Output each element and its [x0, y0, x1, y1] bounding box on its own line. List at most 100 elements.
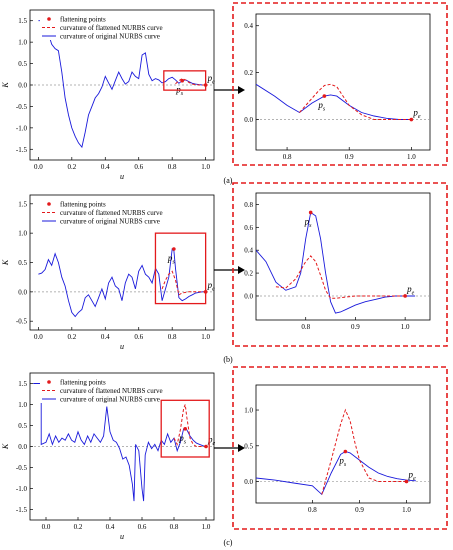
legend-label: curvature of flattened NURBS curve: [60, 24, 163, 32]
x-tick-label: 0.2: [74, 523, 83, 531]
point-label-sub: s: [309, 223, 312, 229]
x-tick-label: 0.8: [283, 153, 292, 161]
x-tick-label: 0.0: [34, 333, 43, 341]
point-label-main: p: [167, 253, 173, 263]
highlight-box: [163, 70, 207, 91]
y-tick-label: -0.5: [16, 318, 28, 326]
x-tick-label: 0.8: [170, 523, 179, 531]
legend-marker-points: [47, 380, 51, 384]
legend-label: flattening points: [60, 378, 106, 386]
point-label-sub: s: [323, 107, 326, 113]
zoom-arrow-head-1: [238, 266, 245, 274]
point-label-sub: s: [184, 439, 187, 445]
zoom-arrow-head-2: [238, 444, 245, 452]
highlight-box: [154, 232, 207, 305]
x-axis-label: u: [120, 172, 124, 181]
chart-b-full: 0.0 0.2 0.4 0.6 0.8 1.0-0.50.00.51.01.5uK pspe…: [1, 194, 216, 351]
point-label-sub: s: [344, 462, 347, 468]
y-tick-label: 0.2: [244, 69, 253, 77]
legend-marker-points: [47, 202, 51, 206]
y-tick-label: 0.4: [244, 22, 253, 30]
y-tick-label: 1.0: [244, 407, 253, 415]
legend-box: [40, 376, 158, 403]
flattening-point: [403, 294, 407, 298]
y-tick-label: 0.5: [244, 442, 253, 450]
point-label-main: p: [178, 433, 184, 443]
legend-label: curvature of flattened NURBS curve: [60, 387, 163, 395]
caption-b: (b): [223, 355, 233, 364]
legend-label: flattening points: [60, 200, 106, 208]
x-tick-label: 0.4: [101, 163, 110, 171]
point-label-ps: ps: [304, 216, 313, 229]
point-label-pe: pe: [207, 280, 216, 293]
series-original-curvature: [38, 247, 206, 318]
series-flattened-curvature: [173, 404, 206, 447]
point-label-main: p: [207, 280, 213, 290]
point-label-sub: s: [181, 91, 184, 97]
x-tick-label: 0.6: [138, 523, 147, 531]
y-tick-label: 0.5: [18, 422, 27, 430]
point-label-ps: ps: [317, 100, 326, 113]
point-label-sub: e: [413, 476, 416, 482]
y-tick-label: 1.0: [18, 39, 27, 47]
point-label-pe: pe: [207, 435, 216, 448]
point-label-sub: e: [212, 80, 215, 86]
zoom-frame: [232, 182, 448, 347]
x-tick-label: 0.2: [67, 163, 76, 171]
point-label-main: p: [406, 284, 412, 294]
y-tick-label: 1.5: [18, 17, 27, 25]
caption-a: (a): [224, 176, 233, 185]
series-flattened-curvature: [175, 78, 206, 86]
y-tick-label: 1.5: [18, 380, 27, 388]
point-label-ps: ps: [178, 433, 187, 446]
point-label-ps: ps: [175, 85, 184, 98]
flattening-point: [343, 449, 348, 454]
x-tick-label: 0.6: [134, 163, 143, 171]
y-tick-label: -0.5: [16, 464, 28, 472]
y-tick-label: -1.0: [16, 485, 28, 493]
series-original-curvature: [256, 211, 416, 314]
x-tick-label: 0.8: [168, 333, 177, 341]
x-tick-label: 0.8: [301, 323, 310, 331]
flattening-point: [322, 94, 327, 98]
flattening-point: [204, 444, 208, 449]
flattening-point: [404, 479, 409, 484]
x-tick-label: 1.0: [402, 506, 411, 514]
y-tick-label: -1.5: [16, 506, 28, 514]
x-tick-label: 0.6: [134, 333, 143, 341]
point-label-sub: e: [212, 286, 215, 292]
y-tick-label: 1.0: [18, 401, 27, 409]
x-tick-label: 1.0: [202, 523, 211, 531]
y-tick-label: 0.5: [18, 60, 27, 68]
point-label-pe: pe: [412, 108, 421, 121]
point-label-pe: pe: [207, 73, 216, 86]
x-tick-label: 0.2: [67, 333, 76, 341]
x-tick-label: 0.8: [308, 506, 317, 514]
point-label-main: p: [407, 470, 413, 480]
y-tick-label: 0.0: [244, 478, 253, 486]
y-tick-label: 0.5: [18, 259, 27, 267]
y-tick-label: 0.0: [244, 116, 253, 124]
chart-c-full: 0.0 0.2 0.4 0.6 0.8 1.0 -1.5 -1.0 -0.5 0.0 0.5 1.0 1…: [1, 372, 216, 541]
y-tick-label: 1.0: [18, 230, 27, 238]
legend-label: flattening points: [60, 15, 106, 23]
legend-label: curvature of original NURBS curve: [60, 395, 160, 403]
x-tick-label: 0.8: [168, 163, 177, 171]
y-tick-label: 0.0: [18, 443, 27, 451]
x-tick-label: 0.9: [345, 153, 354, 161]
plot-area: [255, 13, 431, 151]
y-tick-label: 0.0: [244, 292, 253, 300]
point-label-sub: e: [412, 290, 415, 296]
flattening-point: [180, 78, 185, 83]
point-label-sub: e: [418, 114, 421, 120]
y-tick-label: 0.6: [244, 224, 253, 232]
series-flattened-curvature: [299, 83, 412, 120]
zoom-frame: [232, 2, 448, 166]
y-tick-label: 0.8: [244, 201, 253, 209]
point-label-main: p: [207, 435, 213, 445]
x-tick-label: 1.0: [201, 333, 210, 341]
flattening-point: [172, 247, 176, 251]
series-flattened-curvature: [321, 408, 407, 495]
point-label-main: p: [304, 216, 310, 226]
